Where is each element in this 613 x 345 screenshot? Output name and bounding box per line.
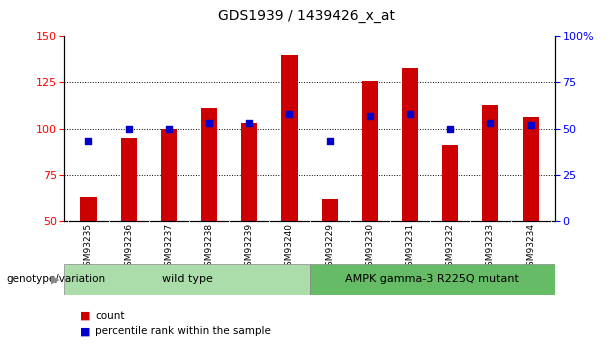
Point: [526, 122, 536, 128]
Text: count: count: [95, 311, 124, 321]
Bar: [310, 264, 555, 295]
Text: ■: ■: [80, 311, 90, 321]
Bar: [281, 55, 297, 221]
Text: GDS1939 / 1439426_x_at: GDS1939 / 1439426_x_at: [218, 9, 395, 23]
Text: GSM93234: GSM93234: [526, 223, 535, 272]
Bar: [80, 197, 96, 221]
Text: wild type: wild type: [162, 275, 212, 284]
Text: GSM93238: GSM93238: [205, 223, 213, 272]
Text: GSM93237: GSM93237: [164, 223, 173, 272]
Text: GSM93233: GSM93233: [486, 223, 495, 272]
Bar: [482, 105, 498, 221]
Text: GSM93229: GSM93229: [325, 223, 334, 272]
Text: GSM93230: GSM93230: [365, 223, 375, 272]
Text: ■: ■: [80, 326, 90, 336]
Point: [325, 139, 335, 144]
Point: [124, 126, 134, 131]
Text: GSM93240: GSM93240: [285, 223, 294, 272]
Point: [446, 126, 455, 131]
Point: [164, 126, 173, 131]
Point: [405, 111, 415, 117]
Text: ▶: ▶: [51, 275, 59, 284]
Text: GSM93235: GSM93235: [84, 223, 93, 272]
Point: [365, 113, 375, 118]
Point: [204, 120, 214, 126]
Text: GSM93231: GSM93231: [406, 223, 414, 272]
Point: [284, 111, 294, 117]
Text: GSM93239: GSM93239: [245, 223, 254, 272]
Point: [485, 120, 495, 126]
Text: GSM93232: GSM93232: [446, 223, 455, 272]
Bar: [121, 138, 137, 221]
Point: [245, 120, 254, 126]
Bar: [402, 68, 418, 221]
Bar: [442, 145, 459, 221]
Text: percentile rank within the sample: percentile rank within the sample: [95, 326, 271, 336]
Bar: [161, 128, 177, 221]
Bar: [201, 108, 217, 221]
Bar: [362, 80, 378, 221]
Bar: [322, 199, 338, 221]
Bar: [523, 117, 539, 221]
Text: AMPK gamma-3 R225Q mutant: AMPK gamma-3 R225Q mutant: [345, 275, 519, 284]
Bar: [64, 264, 310, 295]
Text: genotype/variation: genotype/variation: [6, 275, 105, 284]
Bar: [242, 123, 257, 221]
Point: [83, 139, 93, 144]
Text: GSM93236: GSM93236: [124, 223, 133, 272]
